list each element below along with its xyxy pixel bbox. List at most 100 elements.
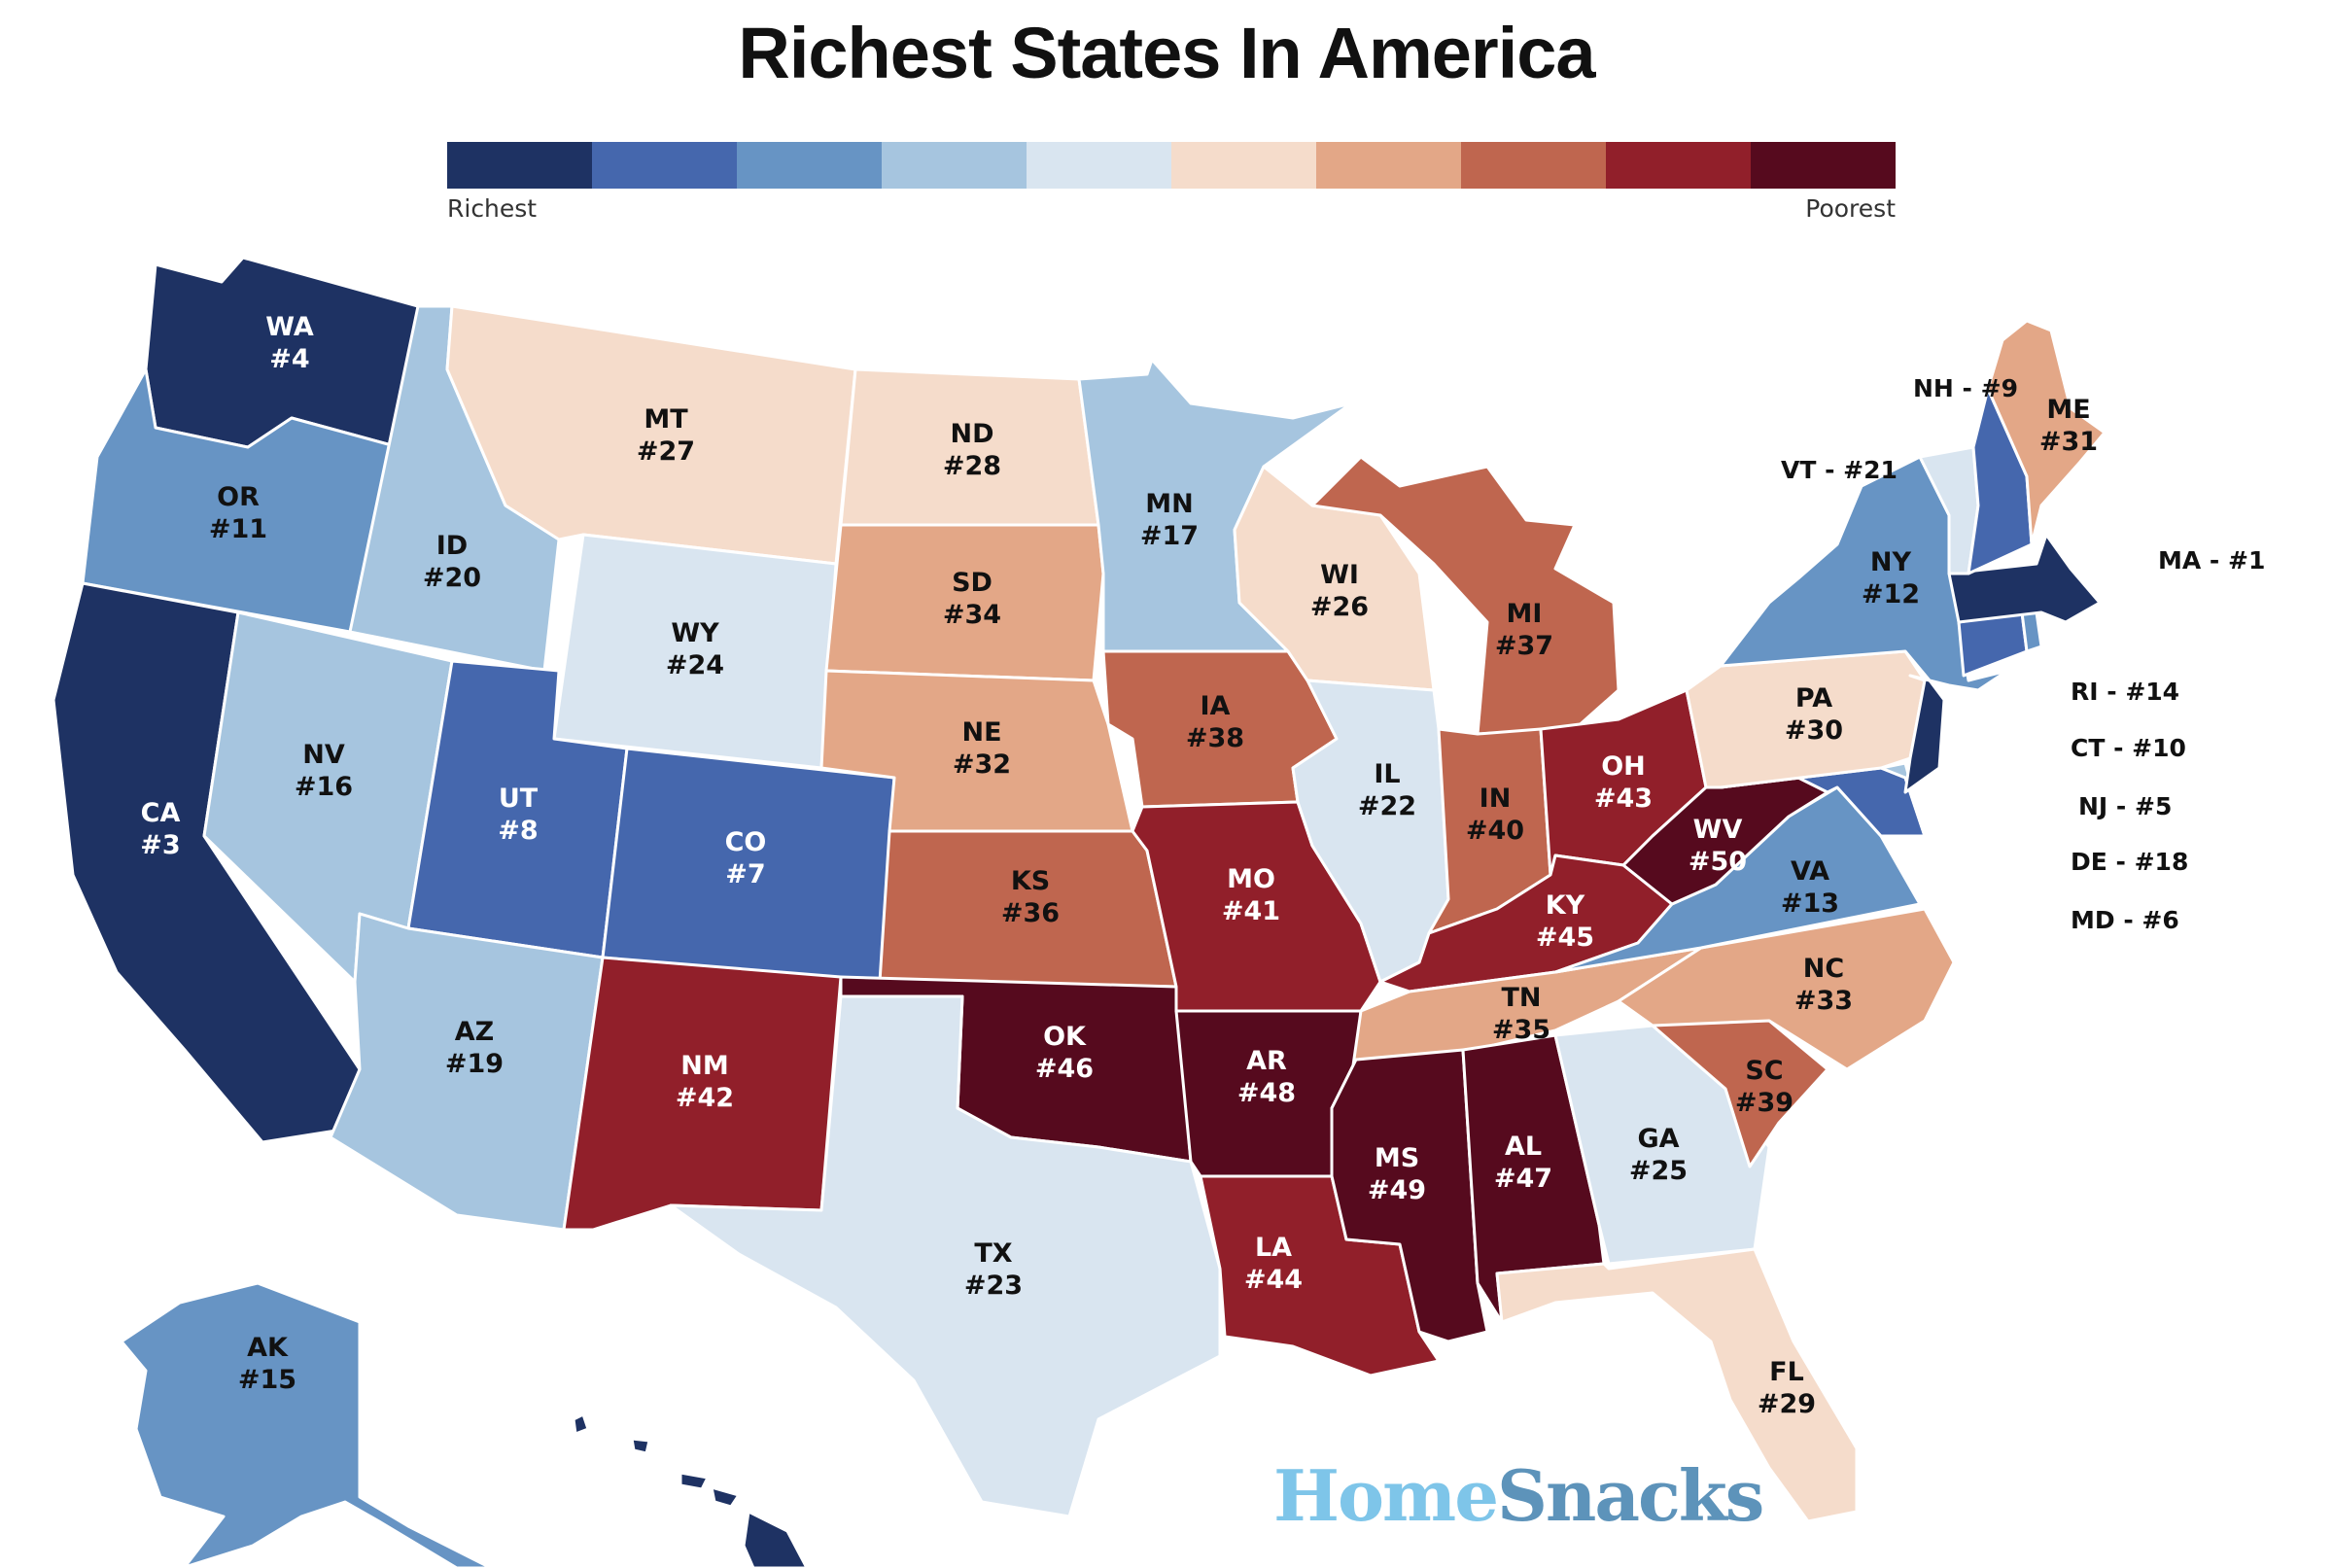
state-rank: #22 (1358, 791, 1416, 821)
state-rank: #32 (953, 749, 1011, 780)
label-ID: ID #20 (423, 531, 481, 593)
state-rank: #19 (445, 1049, 504, 1079)
state-rank: #29 (1758, 1389, 1816, 1419)
state-abbr: MT (644, 404, 688, 435)
legend-swatch-7 (1316, 142, 1461, 189)
state-HI[interactable] (572, 1412, 809, 1568)
label-ME: ME #31 (2039, 395, 2098, 457)
state-rank: #31 (2039, 427, 2098, 457)
state-rank: #47 (1494, 1164, 1552, 1194)
state-abbr: WI (1320, 560, 1359, 590)
label-NV: NV #16 (295, 740, 353, 802)
state-abbr: NE (961, 717, 1001, 748)
label-ND: ND #28 (943, 419, 1001, 481)
state-MI[interactable] (1310, 455, 1620, 736)
label-OK: OK #46 (1035, 1022, 1094, 1084)
label-MT: MT #27 (637, 404, 695, 467)
legend-low-label: Richest (447, 194, 538, 223)
state-WI[interactable] (1233, 465, 1436, 692)
label-AK: AK #15 (238, 1333, 296, 1395)
state-rank: #38 (1186, 723, 1244, 753)
state-abbr: KY (1546, 890, 1585, 921)
state-abbr: AL (1505, 1132, 1542, 1162)
label-UT: UT #8 (498, 784, 538, 846)
state-rank: #41 (1222, 896, 1280, 926)
label-NM: NM #42 (676, 1051, 734, 1113)
state-NJ[interactable] (1903, 674, 1946, 794)
label-CO: CO #7 (725, 827, 767, 889)
state-abbr: NM (680, 1051, 728, 1081)
state-DE[interactable] (1879, 761, 1927, 838)
state-abbr: NC (1803, 954, 1844, 984)
state-abbr: PA (1795, 683, 1832, 714)
state-rank: #49 (1368, 1175, 1426, 1205)
state-rank: #35 (1492, 1015, 1550, 1045)
state-rank: #48 (1237, 1078, 1296, 1108)
side-label-RI: RI - #14 (2071, 678, 2179, 706)
state-abbr: GA (1637, 1124, 1679, 1154)
state-rank: #16 (295, 772, 353, 802)
label-MI: MI #37 (1495, 599, 1553, 661)
label-OH: OH #43 (1594, 751, 1653, 814)
state-rank: #13 (1781, 889, 1839, 919)
label-IL: IL #22 (1358, 759, 1416, 821)
label-MS: MS #49 (1368, 1143, 1426, 1205)
legend-swatch-2 (592, 142, 737, 189)
state-abbr: ND (950, 419, 993, 449)
state-rank: #46 (1035, 1054, 1094, 1084)
state-abbr: IL (1374, 759, 1400, 789)
state-rank: #44 (1244, 1265, 1303, 1295)
state-TX[interactable] (669, 994, 1222, 1518)
state-rank: #34 (943, 600, 1001, 630)
state-ME[interactable] (1986, 319, 2107, 546)
state-FL[interactable] (1495, 1247, 1859, 1523)
label-MO: MO #41 (1222, 864, 1280, 926)
state-abbr: CA (141, 798, 181, 828)
state-rank: #17 (1140, 521, 1199, 551)
state-abbr: WV (1693, 815, 1743, 845)
state-rank: #42 (676, 1083, 734, 1113)
label-MN: MN #17 (1140, 489, 1199, 551)
label-SD: SD #34 (943, 568, 1001, 630)
label-NY: NY #12 (1862, 547, 1920, 610)
state-IL[interactable] (1291, 679, 1450, 984)
color-legend (447, 142, 1896, 189)
logo-part-1: Home (1273, 1454, 1499, 1537)
state-rank: #25 (1629, 1156, 1688, 1186)
state-abbr: FL (1769, 1357, 1804, 1387)
side-label-VT: VT - #21 (1781, 456, 1898, 484)
state-rank: #43 (1594, 784, 1653, 814)
label-WI: WI #26 (1310, 560, 1369, 622)
label-KS: KS #36 (1001, 866, 1060, 928)
state-MA[interactable] (1947, 533, 2102, 624)
state-abbr: MS (1375, 1143, 1419, 1173)
label-OR: OR #11 (209, 482, 267, 544)
legend-swatch-5 (1027, 142, 1171, 189)
legend-swatch-8 (1461, 142, 1606, 189)
label-IA: IA #38 (1186, 691, 1244, 753)
state-abbr: VA (1791, 856, 1829, 887)
label-PA: PA #30 (1785, 683, 1843, 746)
state-abbr: SD (952, 568, 992, 598)
label-HI: HI #2 (848, 1515, 888, 1568)
state-abbr: TN (1501, 983, 1541, 1013)
label-WY: WY #24 (666, 618, 724, 680)
state-abbr: MN (1145, 489, 1193, 519)
state-SD[interactable] (824, 523, 1105, 682)
state-abbr: MO (1227, 864, 1275, 894)
label-FL: FL #29 (1758, 1357, 1816, 1419)
label-CA: CA #3 (140, 798, 180, 860)
state-AK[interactable] (120, 1281, 493, 1568)
state-rank: #30 (1785, 715, 1843, 746)
state-rank: #11 (209, 514, 267, 544)
state-rank: #4 (269, 344, 309, 374)
state-rank: #8 (498, 816, 538, 846)
state-RI[interactable] (2020, 610, 2043, 653)
state-rank: #12 (1862, 579, 1920, 610)
state-rank: #27 (637, 436, 695, 467)
state-abbr: OH (1601, 751, 1646, 782)
legend-high-label: Poorest (1805, 194, 1896, 223)
state-abbr: ME (2046, 395, 2090, 425)
state-abbr: OK (1043, 1022, 1087, 1052)
state-rank: #33 (1794, 986, 1853, 1016)
